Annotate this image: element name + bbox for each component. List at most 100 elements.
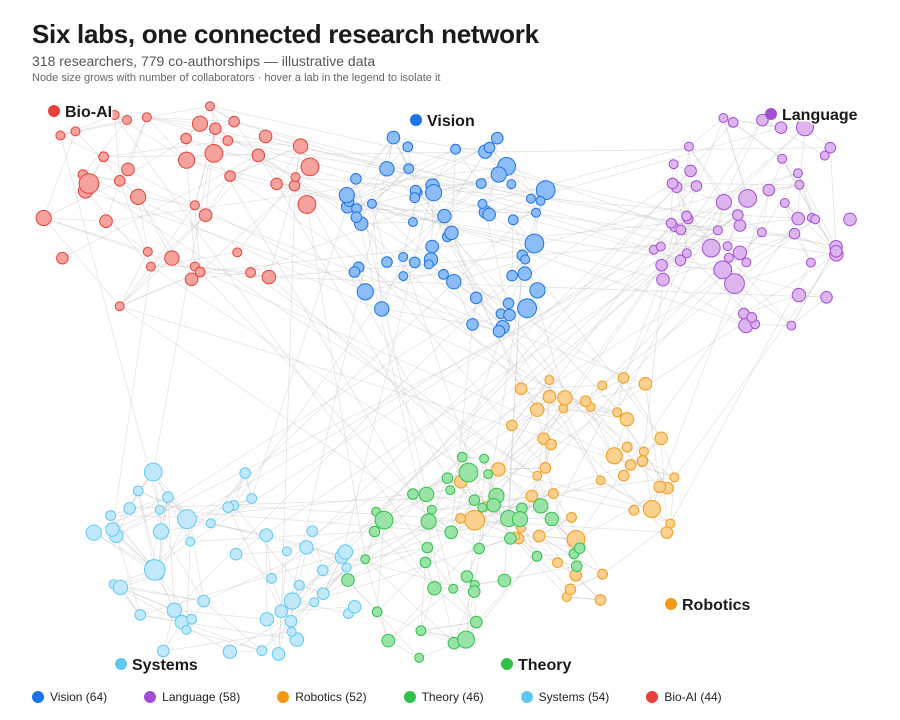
researcher-node-bio-ai[interactable] — [209, 122, 222, 135]
researcher-node-theory[interactable] — [414, 652, 425, 663]
researcher-node-vision[interactable] — [535, 180, 556, 201]
researcher-node-language[interactable] — [843, 212, 857, 227]
researcher-node-robotics[interactable] — [579, 395, 592, 408]
researcher-node-systems[interactable] — [197, 594, 210, 608]
researcher-node-systems[interactable] — [177, 509, 197, 530]
researcher-node-language[interactable] — [791, 211, 806, 226]
researcher-node-bio-ai[interactable] — [222, 135, 234, 147]
researcher-node-vision[interactable] — [338, 187, 355, 204]
researcher-node-robotics[interactable] — [595, 475, 606, 486]
researcher-node-systems[interactable] — [294, 579, 305, 591]
researcher-node-vision[interactable] — [403, 163, 415, 175]
researcher-node-language[interactable] — [681, 248, 692, 259]
researcher-node-theory[interactable] — [573, 542, 586, 555]
researcher-node-vision[interactable] — [506, 269, 518, 282]
legend-item-language[interactable]: Language (58) — [144, 690, 240, 704]
researcher-node-vision[interactable] — [491, 131, 504, 145]
researcher-node-systems[interactable] — [306, 525, 319, 538]
researcher-node-vision[interactable] — [525, 193, 536, 204]
researcher-node-robotics[interactable] — [564, 583, 577, 596]
researcher-node-vision[interactable] — [503, 308, 516, 322]
researcher-node-language[interactable] — [727, 117, 739, 128]
researcher-node-bio-ai[interactable] — [224, 170, 236, 182]
researcher-node-vision[interactable] — [490, 166, 507, 183]
researcher-node-bio-ai[interactable] — [204, 144, 224, 163]
researcher-node-theory[interactable] — [483, 469, 494, 480]
researcher-node-bio-ai[interactable] — [290, 172, 301, 183]
researcher-node-robotics[interactable] — [612, 407, 623, 418]
researcher-node-robotics[interactable] — [617, 469, 630, 482]
researcher-node-language[interactable] — [733, 219, 747, 232]
researcher-node-language[interactable] — [722, 241, 733, 252]
researcher-node-robotics[interactable] — [566, 512, 577, 523]
researcher-node-bio-ai[interactable] — [297, 195, 317, 214]
researcher-node-vision[interactable] — [529, 282, 546, 299]
researcher-node-theory[interactable] — [421, 541, 434, 554]
researcher-node-robotics[interactable] — [530, 402, 545, 417]
researcher-node-bio-ai[interactable] — [121, 162, 135, 177]
researcher-node-bio-ai[interactable] — [205, 101, 215, 112]
researcher-node-language[interactable] — [718, 113, 729, 123]
researcher-node-theory[interactable] — [470, 615, 483, 629]
researcher-node-systems[interactable] — [154, 504, 165, 515]
researcher-node-vision[interactable] — [423, 259, 434, 270]
researcher-node-language[interactable] — [796, 118, 814, 137]
researcher-node-language[interactable] — [794, 179, 805, 190]
researcher-node-bio-ai[interactable] — [245, 267, 257, 278]
researcher-node-theory[interactable] — [571, 560, 583, 573]
researcher-node-vision[interactable] — [356, 283, 374, 301]
researcher-node-theory[interactable] — [444, 525, 459, 540]
researcher-node-theory[interactable] — [418, 486, 435, 502]
researcher-node-language[interactable] — [713, 260, 733, 280]
researcher-node-systems[interactable] — [112, 579, 129, 596]
researcher-node-theory[interactable] — [360, 554, 371, 565]
researcher-node-systems[interactable] — [222, 644, 238, 659]
researcher-node-vision[interactable] — [492, 325, 506, 338]
researcher-node-vision[interactable] — [425, 239, 440, 254]
researcher-node-bio-ai[interactable] — [145, 261, 156, 272]
researcher-node-theory[interactable] — [427, 581, 442, 596]
researcher-node-language[interactable] — [829, 245, 843, 258]
researcher-node-language[interactable] — [819, 150, 830, 161]
researcher-node-systems[interactable] — [143, 462, 163, 482]
researcher-node-vision[interactable] — [535, 195, 546, 206]
researcher-node-vision[interactable] — [402, 141, 414, 153]
researcher-node-language[interactable] — [690, 180, 703, 192]
researcher-node-systems[interactable] — [185, 536, 196, 547]
researcher-node-systems[interactable] — [299, 540, 314, 555]
researcher-node-vision[interactable] — [517, 298, 537, 319]
researcher-node-language[interactable] — [732, 245, 748, 261]
researcher-node-language[interactable] — [746, 312, 758, 323]
researcher-node-language[interactable] — [724, 273, 745, 295]
researcher-node-theory[interactable] — [473, 542, 485, 555]
researcher-node-robotics[interactable] — [545, 438, 557, 451]
researcher-node-robotics[interactable] — [669, 472, 680, 483]
researcher-node-vision[interactable] — [483, 141, 496, 154]
researcher-node-language[interactable] — [779, 198, 790, 208]
researcher-node-robotics[interactable] — [597, 380, 608, 391]
researcher-node-theory[interactable] — [456, 451, 468, 463]
researcher-node-theory[interactable] — [458, 462, 479, 483]
researcher-node-robotics[interactable] — [621, 441, 633, 453]
researcher-node-language[interactable] — [738, 189, 757, 208]
researcher-node-robotics[interactable] — [544, 375, 555, 385]
researcher-node-vision[interactable] — [398, 252, 409, 262]
researcher-node-vision[interactable] — [409, 192, 421, 204]
researcher-node-robotics[interactable] — [642, 500, 661, 518]
researcher-node-theory[interactable] — [531, 550, 543, 562]
researcher-node-theory[interactable] — [420, 513, 437, 530]
researcher-node-vision[interactable] — [502, 297, 515, 310]
researcher-node-bio-ai[interactable] — [142, 246, 153, 257]
researcher-node-robotics[interactable] — [557, 390, 573, 406]
researcher-node-bio-ai[interactable] — [300, 157, 320, 177]
researcher-node-systems[interactable] — [246, 493, 258, 504]
researcher-node-theory[interactable] — [468, 494, 481, 507]
researcher-node-theory[interactable] — [544, 511, 559, 527]
researcher-node-theory[interactable] — [415, 625, 427, 637]
researcher-node-robotics[interactable] — [594, 594, 607, 606]
researcher-node-vision[interactable] — [437, 208, 452, 224]
researcher-node-systems[interactable] — [123, 502, 136, 515]
researcher-node-robotics[interactable] — [491, 462, 506, 477]
researcher-node-theory[interactable] — [441, 472, 454, 485]
researcher-node-vision[interactable] — [374, 301, 390, 317]
